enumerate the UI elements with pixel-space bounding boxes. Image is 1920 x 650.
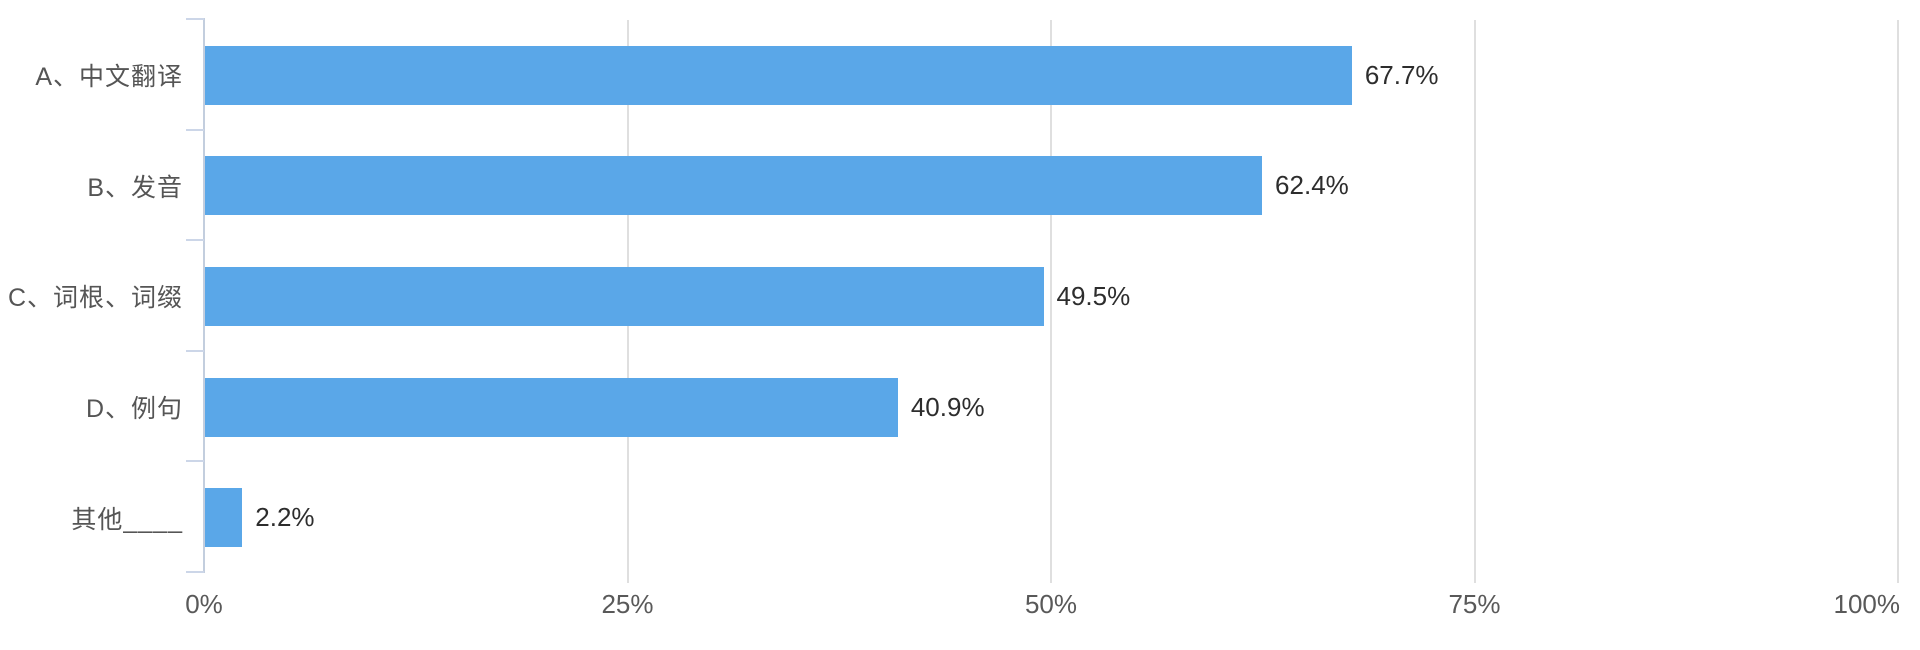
y-axis-tick [186,18,204,20]
y-axis-tick [186,128,204,131]
bar [205,267,1044,326]
category-label: 其他____ [71,505,183,534]
y-axis-tick [186,239,204,242]
x-tick-label: 0% [185,589,223,619]
bar-value-label: 67.7% [1364,59,1439,90]
x-tick-label: 25% [601,589,654,619]
category-label: A、中文翻译 [35,63,183,92]
bar-value-label: 49.5% [1056,281,1131,311]
category-label: C、词根、词缀 [7,284,183,313]
bar-value-label: 62.4% [1275,170,1349,201]
gridline [1473,20,1476,583]
bar [205,488,243,548]
gridline [1897,20,1899,583]
x-tick-label: 50% [1024,589,1078,619]
bar-value-label: 40.9% [910,391,985,422]
y-axis-tick [186,460,204,463]
gridline [1050,20,1052,583]
category-label: D、例句 [85,395,183,424]
y-axis-tick [186,349,204,352]
x-tick-label: 75% [1448,589,1501,619]
y-axis-line [203,18,205,573]
x-tick-label: 100% [1833,589,1901,619]
y-axis-tick [186,571,204,573]
bar [205,156,1263,216]
bar [205,45,1352,105]
category-label: B、发音 [87,173,183,202]
bar [205,377,898,437]
bar-value-label: 2.2% [255,502,315,533]
